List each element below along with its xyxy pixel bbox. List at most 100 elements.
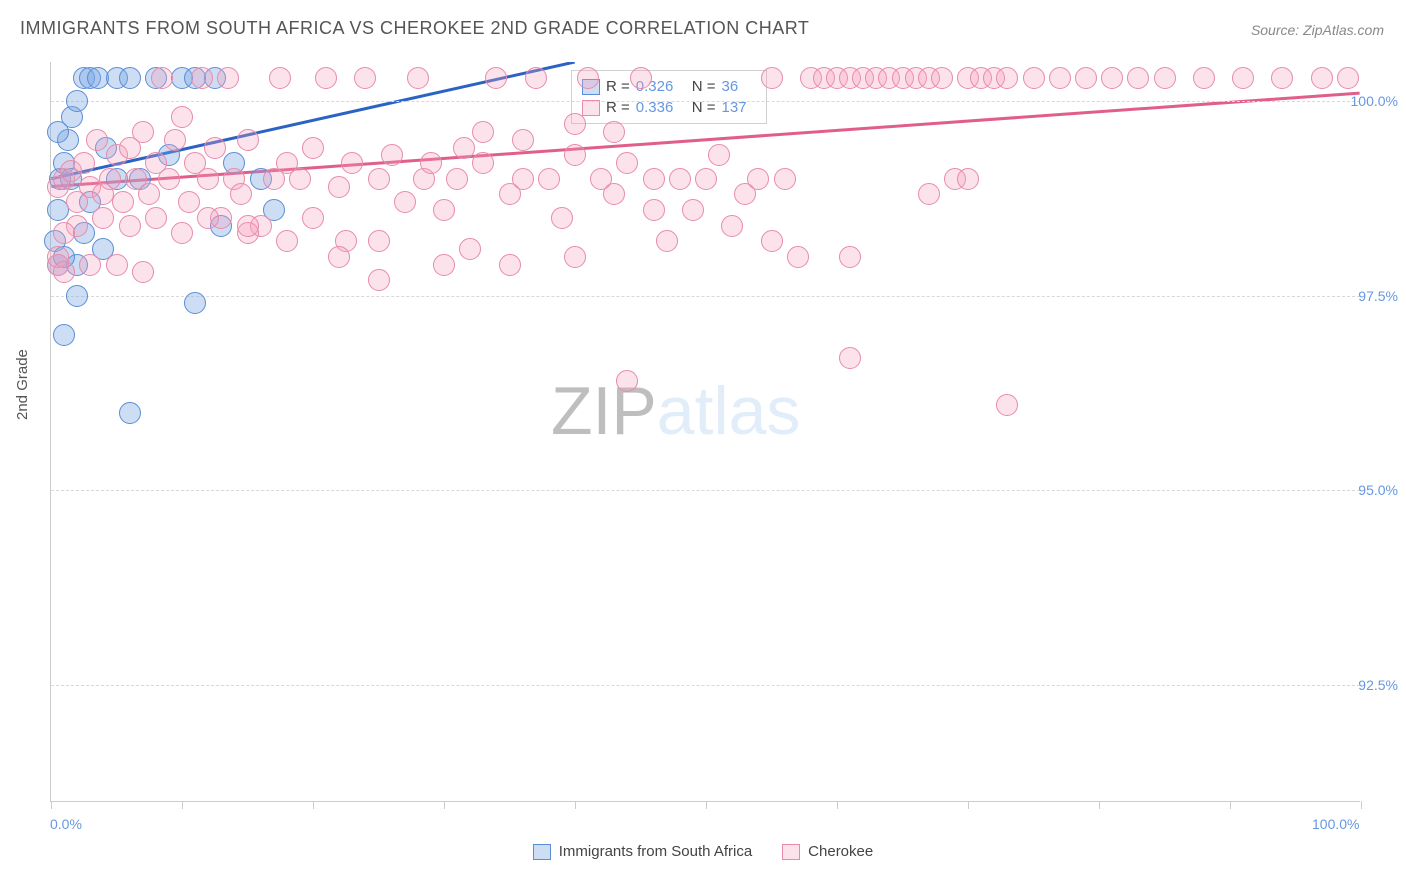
data-point-cherokee	[420, 152, 442, 174]
x-tick	[313, 801, 314, 809]
data-point-cherokee	[1232, 67, 1254, 89]
data-point-cherokee	[761, 67, 783, 89]
series-label: Immigrants from South Africa	[559, 843, 752, 860]
data-point-cherokee	[315, 67, 337, 89]
zipatlas-watermark: ZIPatlas	[551, 372, 800, 450]
data-point-cherokee	[603, 121, 625, 143]
data-point-cherokee	[191, 67, 213, 89]
data-point-cherokee	[1271, 67, 1293, 89]
data-point-cherokee	[217, 67, 239, 89]
y-tick-label: 92.5%	[1358, 677, 1398, 693]
data-point-sa	[119, 402, 141, 424]
data-point-cherokee	[695, 168, 717, 190]
data-point-cherokee	[99, 168, 121, 190]
data-point-cherokee	[1154, 67, 1176, 89]
data-point-cherokee	[79, 254, 101, 276]
correlation-legend: R = 0.326N = 36R = 0.336N = 137	[571, 70, 767, 124]
data-point-cherokee	[656, 230, 678, 252]
bottom-legend-item-cherokee: Cherokee	[782, 843, 873, 860]
data-point-cherokee	[151, 67, 173, 89]
data-point-sa	[119, 67, 141, 89]
data-point-cherokee	[774, 168, 796, 190]
data-point-cherokee	[525, 67, 547, 89]
series-label: Cherokee	[808, 843, 873, 860]
data-point-cherokee	[1075, 67, 1097, 89]
y-axis-label: 2nd Grade	[14, 349, 31, 420]
data-point-cherokee	[1311, 67, 1333, 89]
data-point-cherokee	[381, 144, 403, 166]
data-point-cherokee	[112, 191, 134, 213]
data-point-cherokee	[368, 269, 390, 291]
x-tick	[1230, 801, 1231, 809]
legend-r-label: R =	[606, 78, 630, 95]
chart-title: IMMIGRANTS FROM SOUTH AFRICA VS CHEROKEE…	[20, 18, 809, 39]
data-point-cherokee	[119, 215, 141, 237]
data-point-cherokee	[499, 254, 521, 276]
x-tick	[182, 801, 183, 809]
data-point-cherokee	[354, 67, 376, 89]
data-point-cherokee	[577, 67, 599, 89]
data-point-cherokee	[616, 370, 638, 392]
data-point-cherokee	[368, 168, 390, 190]
data-point-cherokee	[1049, 67, 1071, 89]
x-tick	[1099, 801, 1100, 809]
data-point-sa	[66, 90, 88, 112]
data-point-cherokee	[269, 67, 291, 89]
x-tick	[1361, 801, 1362, 809]
legend-swatch-icon	[533, 844, 551, 860]
source-attribution: Source: ZipAtlas.com	[1251, 22, 1384, 38]
x-tick	[575, 801, 576, 809]
data-point-sa	[47, 121, 69, 143]
data-point-cherokee	[53, 261, 75, 283]
data-point-cherokee	[328, 246, 350, 268]
legend-row-sa: R = 0.326N = 36	[582, 76, 756, 97]
data-point-cherokee	[145, 207, 167, 229]
data-point-cherokee	[230, 183, 252, 205]
data-point-sa	[184, 292, 206, 314]
watermark-prefix: ZIP	[551, 373, 657, 449]
data-point-cherokee	[1193, 67, 1215, 89]
data-point-cherokee	[53, 222, 75, 244]
x-tick	[968, 801, 969, 809]
data-point-cherokee	[204, 137, 226, 159]
data-point-cherokee	[368, 230, 390, 252]
data-point-cherokee	[721, 215, 743, 237]
data-point-cherokee	[446, 168, 468, 190]
data-point-cherokee	[394, 191, 416, 213]
data-point-cherokee	[564, 144, 586, 166]
x-tick	[51, 801, 52, 809]
data-point-cherokee	[164, 129, 186, 151]
legend-n-value: 36	[722, 78, 756, 95]
data-point-cherokee	[171, 222, 193, 244]
data-point-cherokee	[328, 176, 350, 198]
data-point-cherokee	[918, 183, 940, 205]
data-point-cherokee	[237, 215, 259, 237]
data-point-cherokee	[485, 67, 507, 89]
data-point-cherokee	[538, 168, 560, 190]
data-point-cherokee	[472, 121, 494, 143]
x-tick	[706, 801, 707, 809]
data-point-cherokee	[761, 230, 783, 252]
data-point-cherokee	[341, 152, 363, 174]
gridline	[51, 101, 1360, 102]
data-point-cherokee	[603, 183, 625, 205]
data-point-cherokee	[1101, 67, 1123, 89]
data-point-cherokee	[433, 199, 455, 221]
data-point-cherokee	[302, 207, 324, 229]
y-tick-label: 95.0%	[1358, 482, 1398, 498]
data-point-cherokee	[616, 152, 638, 174]
data-point-cherokee	[197, 207, 219, 229]
x-tick	[837, 801, 838, 809]
data-point-cherokee	[132, 261, 154, 283]
data-point-cherokee	[237, 129, 259, 151]
series-legend: Immigrants from South Africa Cherokee	[0, 843, 1406, 860]
data-point-cherokee	[708, 144, 730, 166]
data-point-cherokee	[106, 254, 128, 276]
data-point-cherokee	[459, 238, 481, 260]
data-point-cherokee	[682, 199, 704, 221]
data-point-cherokee	[643, 168, 665, 190]
data-point-cherokee	[630, 67, 652, 89]
data-point-cherokee	[92, 207, 114, 229]
watermark-suffix: atlas	[657, 373, 801, 449]
x-tick	[444, 801, 445, 809]
